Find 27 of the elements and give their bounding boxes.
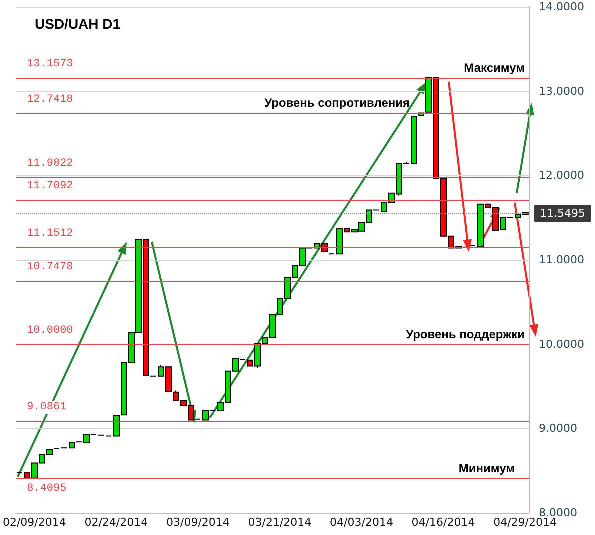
ref-line-label: 9.0861 — [27, 402, 68, 414]
ref-line-label: 10.7478 — [27, 262, 74, 274]
ref-line-label: 11.7092 — [27, 180, 74, 193]
annotation: Минимум — [458, 461, 516, 476]
y-tick-label: 10.0000 — [539, 338, 584, 351]
ref-line-label: 11.9822 — [27, 158, 74, 170]
y-tick-label: 13.0000 — [539, 84, 584, 98]
ref-line-label: 8.4095 — [27, 482, 67, 495]
x-tick-label: 04/03/2014 — [330, 516, 394, 529]
x-tick-label: 03/09/2014 — [166, 516, 230, 529]
annotation: Уровень сопротивления — [264, 96, 410, 110]
ref-line-label: 12.7418 — [27, 94, 74, 106]
y-tick-label: 9.0000 — [539, 422, 578, 436]
y-tick-label: 12.0000 — [539, 169, 584, 182]
ref-line-label: 13.1573 — [27, 58, 74, 70]
y-tick-label: 14.0000 — [539, 0, 584, 14]
x-tick-label: 04/16/2014 — [412, 516, 476, 529]
ref-line-label: 11.5495 — [540, 207, 586, 220]
x-tick-label: 02/09/2014 — [2, 516, 66, 529]
ref-line-label: 11.1512 — [27, 228, 74, 240]
annotation: Уровень поддержки — [406, 327, 525, 342]
x-tick-label: 02/24/2014 — [84, 516, 148, 529]
x-tick-label: 03/21/2014 — [248, 516, 312, 529]
text: USD/UAH D1 — [35, 16, 121, 32]
ref-line-label: 10.0000 — [27, 324, 74, 337]
annotation: Максимум — [464, 61, 526, 76]
y-tick-label: 11.0000 — [539, 254, 584, 266]
